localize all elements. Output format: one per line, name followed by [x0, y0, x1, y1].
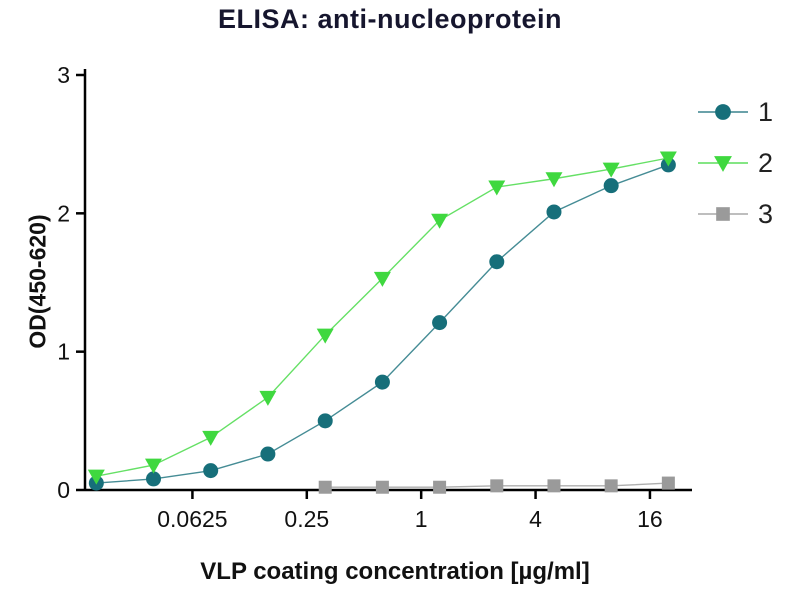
- y-axis-ticks: 0 1 2 3: [57, 62, 85, 503]
- circle-marker: [432, 315, 448, 331]
- square-marker: [716, 207, 730, 221]
- x-tick-label: 4: [529, 506, 542, 532]
- square-marker: [604, 479, 618, 493]
- triangle-marker: [714, 156, 732, 172]
- circle-marker: [146, 471, 162, 487]
- circle-marker: [715, 104, 731, 120]
- triangle-marker: [602, 162, 620, 178]
- circle-marker: [546, 204, 562, 220]
- x-tick-label: 0.25: [284, 506, 329, 532]
- triangle-marker: [373, 271, 391, 287]
- square-marker: [318, 480, 332, 494]
- chart-title: ELISA: anti-nucleoprotein: [217, 4, 562, 34]
- x-tick-label: 1: [415, 506, 428, 532]
- series-1: [88, 157, 676, 491]
- square-marker: [433, 480, 447, 494]
- circle-marker: [374, 374, 390, 390]
- legend-label: 3: [758, 199, 773, 229]
- square-marker: [661, 476, 675, 490]
- square-marker: [547, 479, 561, 493]
- circle-marker: [260, 446, 276, 462]
- triangle-marker: [545, 172, 563, 188]
- circle-marker: [489, 254, 505, 270]
- triangle-marker: [87, 469, 105, 485]
- circle-marker: [203, 463, 219, 479]
- triangle-marker: [431, 213, 449, 229]
- x-axis-ticks: 0.0625 0.25 1 4 16: [157, 490, 663, 532]
- circle-marker: [317, 413, 333, 429]
- triangle-marker: [202, 430, 220, 446]
- x-axis-label: VLP coating concentration [µg/ml]: [200, 558, 590, 585]
- series-line: [96, 164, 669, 484]
- y-tick-label: 0: [57, 477, 70, 503]
- x-tick-label: 0.0625: [157, 506, 227, 532]
- axes: [83, 69, 692, 492]
- y-tick-label: 3: [57, 62, 70, 88]
- triangle-marker: [316, 328, 334, 344]
- series-line: [96, 157, 669, 477]
- series-3: [318, 476, 675, 494]
- square-marker: [490, 479, 504, 493]
- legend-label: 2: [758, 148, 773, 178]
- legend: 1 2 3: [698, 97, 773, 229]
- series-2: [87, 151, 677, 485]
- y-tick-label: 2: [57, 200, 70, 226]
- triangle-marker: [659, 151, 677, 167]
- triangle-marker: [145, 458, 163, 474]
- x-tick-label: 16: [637, 506, 663, 532]
- circle-marker: [603, 178, 619, 194]
- square-marker: [375, 480, 389, 494]
- y-tick-label: 1: [57, 339, 70, 365]
- y-axis-label: OD(450-620): [24, 214, 51, 349]
- triangle-marker: [259, 390, 277, 406]
- triangle-marker: [488, 180, 506, 196]
- legend-label: 1: [758, 97, 773, 127]
